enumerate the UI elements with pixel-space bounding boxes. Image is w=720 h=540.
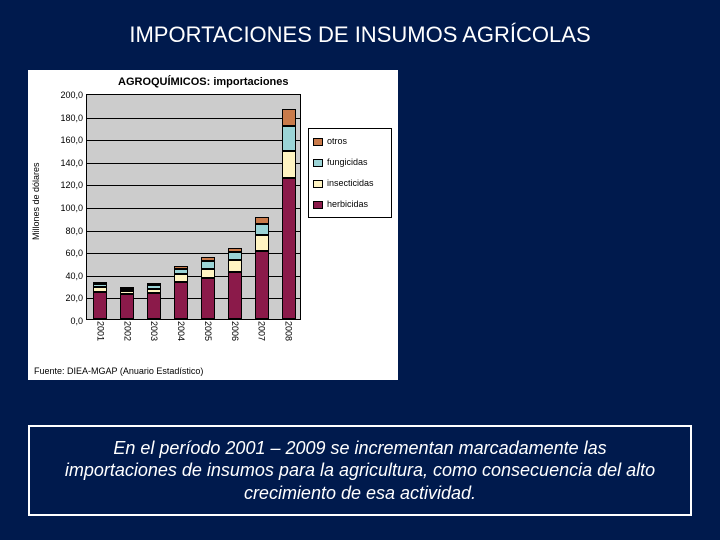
bar (282, 109, 296, 319)
x-tick-label: 2001 (95, 319, 105, 341)
legend-label: herbicidas (327, 200, 368, 209)
y-tick-label: 40,0 (65, 271, 87, 281)
x-tick-label: 2007 (257, 319, 267, 341)
bar (255, 217, 269, 319)
y-tick-label: 140,0 (60, 158, 87, 168)
legend-item: fungicidas (311, 152, 389, 173)
y-tick-label: 0,0 (70, 316, 87, 326)
gridline (87, 163, 300, 164)
y-tick-label: 20,0 (65, 293, 87, 303)
gridline (87, 118, 300, 119)
legend-swatch (313, 180, 323, 188)
chart-card: AGROQUÍMICOS: importaciones Millones de … (28, 70, 398, 380)
caption-box: En el período 2001 – 2009 se incrementan… (28, 425, 692, 517)
y-tick-label: 180,0 (60, 113, 87, 123)
bar (201, 257, 215, 319)
y-tick-label: 200,0 (60, 90, 87, 100)
bar (120, 287, 134, 319)
legend-item: insecticidas (311, 173, 389, 194)
chart-plot: 0,020,040,060,080,0100,0120,0140,0160,01… (86, 94, 301, 320)
legend-label: otros (327, 137, 347, 146)
bar (228, 248, 242, 319)
gridline (87, 208, 300, 209)
x-tick-label: 2006 (230, 319, 240, 341)
chart-title: AGROQUÍMICOS: importaciones (118, 76, 289, 88)
caption-text: En el período 2001 – 2009 se incrementan… (65, 438, 655, 503)
legend-item: otros (311, 131, 389, 152)
x-tick-label: 2004 (176, 319, 186, 341)
chart-source: Fuente: DIEA-MGAP (Anuario Estadístico) (34, 366, 203, 376)
gridline (87, 140, 300, 141)
bar (93, 282, 107, 319)
slide-title: IMPORTACIONES DE INSUMOS AGRÍCOLAS (0, 22, 720, 48)
bar (147, 283, 161, 319)
gridline (87, 185, 300, 186)
x-tick-label: 2003 (149, 319, 159, 341)
x-tick-label: 2002 (122, 319, 132, 341)
chart-legend: otros fungicidas insecticidas herbicidas (308, 128, 392, 218)
legend-swatch (313, 159, 323, 167)
y-tick-label: 80,0 (65, 226, 87, 236)
legend-label: insecticidas (327, 179, 374, 188)
legend-item: herbicidas (311, 194, 389, 215)
y-tick-label: 160,0 (60, 135, 87, 145)
y-tick-label: 60,0 (65, 248, 87, 258)
y-tick-label: 120,0 (60, 180, 87, 190)
x-tick-label: 2008 (284, 319, 294, 341)
y-tick-label: 100,0 (60, 203, 87, 213)
legend-swatch (313, 201, 323, 209)
x-tick-label: 2005 (203, 319, 213, 341)
legend-label: fungicidas (327, 158, 368, 167)
legend-swatch (313, 138, 323, 146)
bar (174, 266, 188, 319)
y-axis-label: Millones de dólares (31, 162, 41, 240)
